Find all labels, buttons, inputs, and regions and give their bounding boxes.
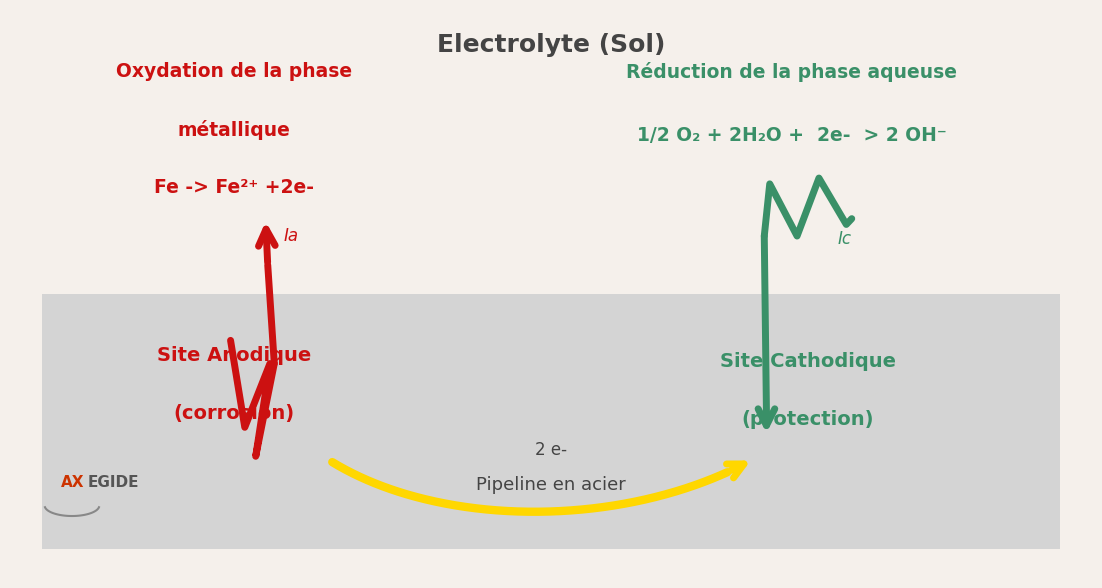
Text: Ia: Ia [283,227,299,245]
Text: Electrolyte (Sol): Electrolyte (Sol) [436,33,666,57]
Text: AX: AX [61,475,85,490]
Text: Réduction de la phase aqueuse: Réduction de la phase aqueuse [626,62,958,82]
Text: Site Cathodique: Site Cathodique [720,352,896,371]
Text: Site Anodique: Site Anodique [156,346,311,365]
Text: Pipeline en acier: Pipeline en acier [476,476,626,494]
FancyBboxPatch shape [43,294,1059,549]
Text: métallique: métallique [177,120,290,140]
Text: EGIDE: EGIDE [87,475,139,490]
Text: Fe -> Fe²⁺ +2e-: Fe -> Fe²⁺ +2e- [154,178,314,197]
Text: Oxydation de la phase: Oxydation de la phase [116,62,352,81]
Text: 2 e-: 2 e- [534,441,568,459]
Text: (corrosion): (corrosion) [173,404,294,423]
Text: (protection): (protection) [742,410,874,429]
Text: Ic: Ic [838,230,852,248]
Text: 1/2 O₂ + 2H₂O +  2e-  > 2 OH⁻: 1/2 O₂ + 2H₂O + 2e- > 2 OH⁻ [637,126,947,145]
